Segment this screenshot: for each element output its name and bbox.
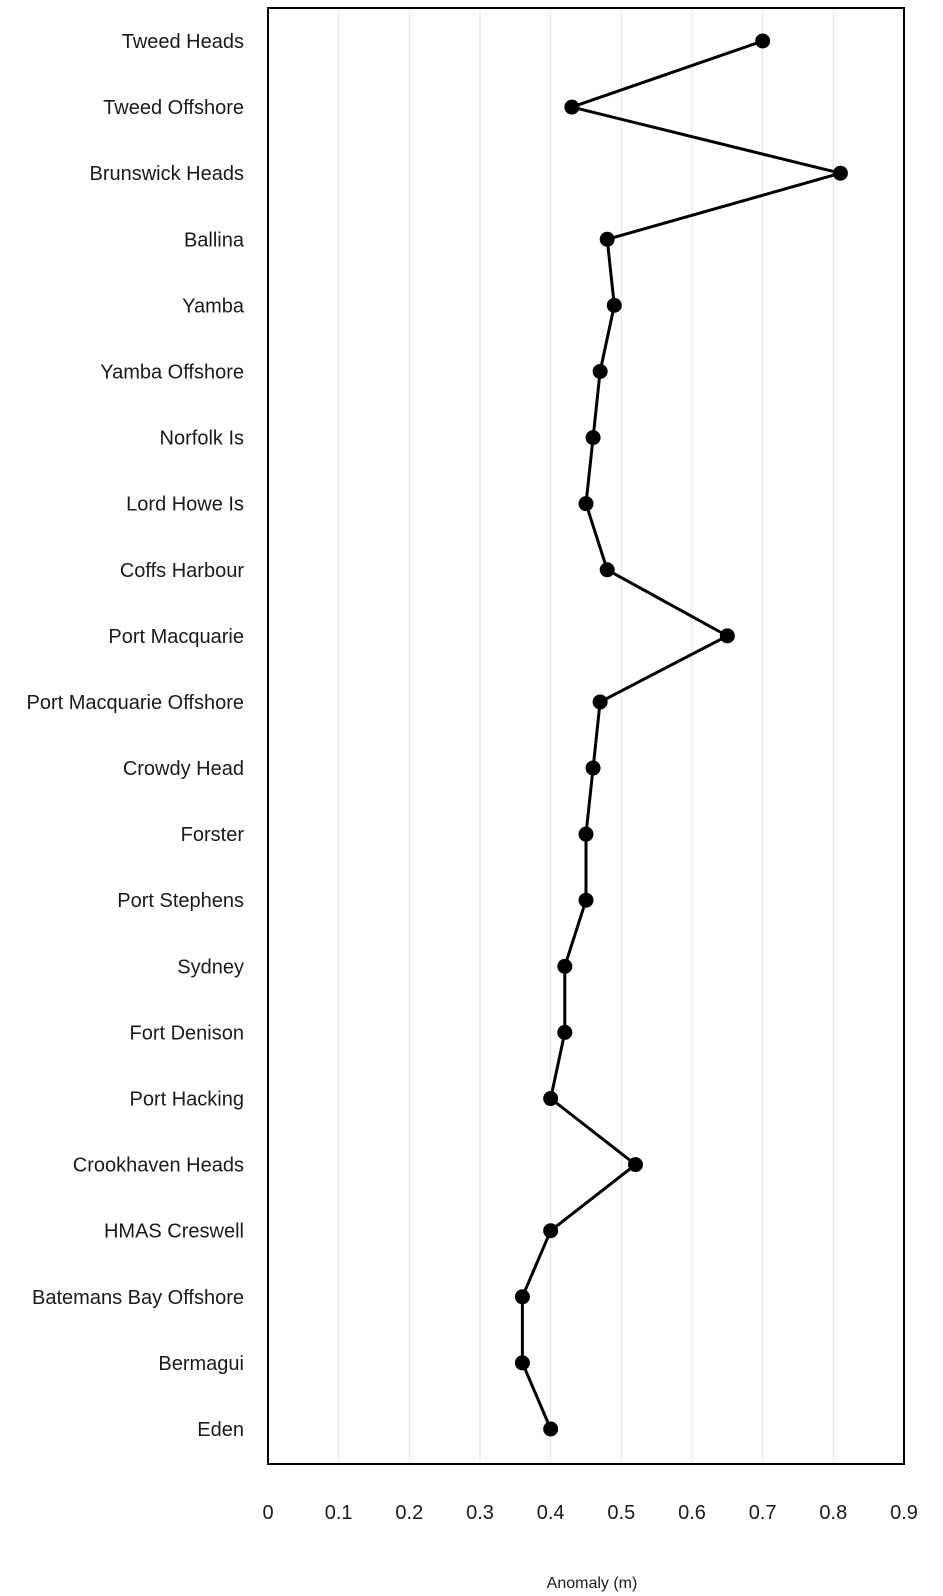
category-label: Port Hacking [130,1089,245,1111]
category-label: Crowdy Head [123,758,244,780]
data-point [578,496,594,512]
x-tick-label: 0.2 [395,1502,423,1524]
x-tick-label: 0.7 [749,1502,777,1524]
x-tick-labels: 0 0.1 0.2 0.3 0.4 0.5 0.6 0.7 0.8 0.9 [262,1502,917,1524]
x-tick-label: 0.5 [607,1502,635,1524]
data-point [514,1289,530,1305]
data-point [592,694,608,710]
category-label: Norfolk Is [160,428,244,450]
data-point [543,1223,559,1239]
data-point [606,297,622,313]
category-label: Bermagui [158,1353,244,1375]
plot-area [267,7,905,1465]
x-tick-label: 0.1 [325,1502,353,1524]
data-point [514,1355,530,1371]
x-tick-label: 0.9 [890,1502,918,1524]
data-point [585,760,601,776]
category-label: Tweed Heads [122,31,244,53]
data-points [514,33,848,1437]
category-label: Sydney [177,956,244,978]
x-tick-label: 0.3 [466,1502,494,1524]
category-label: Crookhaven Heads [73,1155,244,1177]
category-label: Lord Howe Is [126,494,244,516]
category-label: Yamba Offshore [100,361,244,383]
grid-lines [338,8,834,1464]
data-point [557,958,573,974]
data-point [592,363,608,379]
data-point [578,892,594,908]
series-line [520,39,842,1430]
data-point [599,231,615,247]
category-label: Ballina [184,229,245,251]
data-point [543,1421,559,1437]
x-axis-title: Anomaly (m) [547,1575,638,1592]
x-tick-label: 0.4 [537,1502,565,1524]
data-point [585,430,601,446]
category-label: Port Macquarie [108,626,244,648]
data-point [627,1157,643,1173]
data-point [578,826,594,842]
category-label: Forster [181,824,245,846]
data-point [755,33,771,49]
data-point [564,99,580,115]
category-label: Brunswick Heads [89,163,244,185]
category-label: Eden [197,1419,244,1441]
x-tick-label: 0 [262,1502,273,1524]
category-label: Coffs Harbour [120,560,244,582]
series-line-group [520,39,842,1430]
category-label: HMAS Creswell [104,1221,244,1243]
data-point [543,1091,559,1107]
category-label: Batemans Bay Offshore [32,1287,244,1309]
category-label: Yamba [182,295,245,317]
category-label: Port Macquarie Offshore [26,692,244,714]
category-labels: Tweed Heads Tweed Offshore Brunswick Heads… [26,31,244,1441]
category-label: Tweed Offshore [103,97,244,119]
data-point [557,1024,573,1040]
category-label: Fort Denison [130,1022,245,1044]
data-point [719,628,735,644]
category-label: Port Stephens [117,890,244,912]
x-tick-label: 0.6 [678,1502,706,1524]
data-point [832,165,848,181]
data-point [599,562,615,578]
x-tick-label: 0.8 [819,1502,847,1524]
